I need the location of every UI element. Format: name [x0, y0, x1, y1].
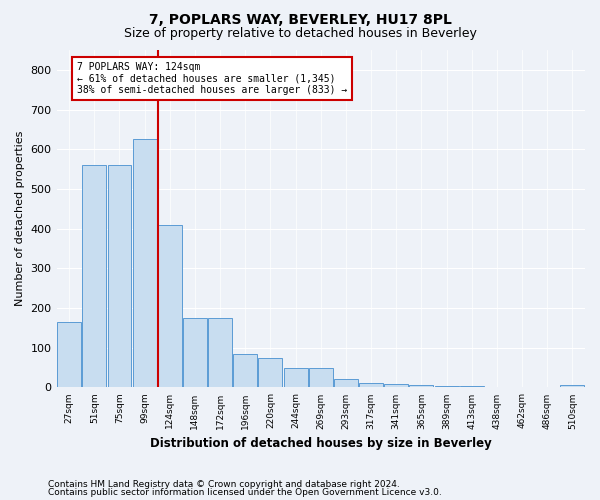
Bar — [460, 386, 484, 388]
Bar — [334, 380, 358, 388]
Bar — [309, 368, 333, 388]
X-axis label: Distribution of detached houses by size in Beverley: Distribution of detached houses by size … — [150, 437, 491, 450]
Text: 7 POPLARS WAY: 124sqm
← 61% of detached houses are smaller (1,345)
38% of semi-d: 7 POPLARS WAY: 124sqm ← 61% of detached … — [77, 62, 347, 95]
Bar — [359, 384, 383, 388]
Bar — [385, 384, 408, 388]
Bar — [409, 386, 433, 388]
Bar — [183, 318, 207, 388]
Bar — [233, 354, 257, 388]
Text: Size of property relative to detached houses in Beverley: Size of property relative to detached ho… — [124, 28, 476, 40]
Bar — [57, 322, 81, 388]
Text: 7, POPLARS WAY, BEVERLEY, HU17 8PL: 7, POPLARS WAY, BEVERLEY, HU17 8PL — [149, 12, 451, 26]
Bar — [82, 165, 106, 388]
Y-axis label: Number of detached properties: Number of detached properties — [15, 131, 25, 306]
Text: Contains HM Land Registry data © Crown copyright and database right 2024.: Contains HM Land Registry data © Crown c… — [48, 480, 400, 489]
Bar — [560, 386, 584, 388]
Bar — [133, 140, 157, 388]
Bar — [259, 358, 283, 388]
Bar — [208, 318, 232, 388]
Bar — [158, 224, 182, 388]
Bar — [107, 165, 131, 388]
Bar — [434, 386, 458, 388]
Text: Contains public sector information licensed under the Open Government Licence v3: Contains public sector information licen… — [48, 488, 442, 497]
Bar — [284, 368, 308, 388]
